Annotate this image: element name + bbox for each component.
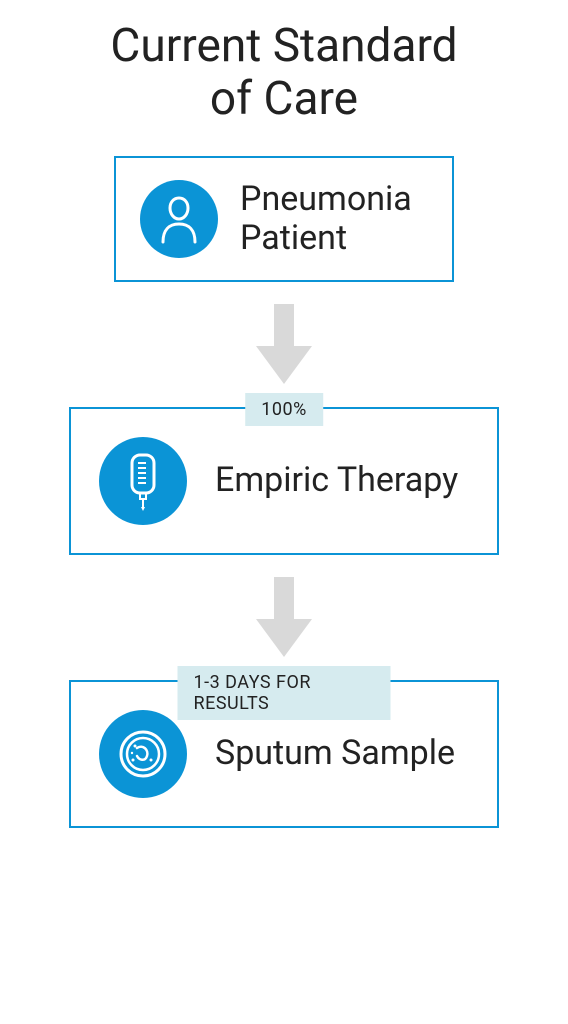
arrow-2 (256, 555, 312, 680)
therapy-badge: 100% (245, 393, 323, 426)
petri-dish-icon (99, 710, 187, 798)
title-line1: Current Standard (110, 19, 457, 73)
iv-bag-icon (99, 437, 187, 525)
step-sample-label: Sputum Sample (215, 734, 455, 773)
person-icon (140, 180, 218, 258)
arrow-down-icon (256, 577, 312, 657)
iv-bag-icon-svg (123, 451, 163, 511)
title-line2: of Care (210, 72, 358, 126)
step-patient-label: Pneumonia Patient (240, 180, 412, 258)
sample-badge: 1-3 DAYS FOR RESULTS (178, 666, 391, 720)
person-icon-svg (157, 194, 201, 244)
step-sample: 1-3 DAYS FOR RESULTS Sputum Sample (69, 680, 499, 828)
page-title: Current Standard of Care (110, 20, 457, 126)
arrow-1 (256, 282, 312, 407)
arrow-down-icon (256, 304, 312, 384)
step-therapy: 100% Empiric Therapy (69, 407, 499, 555)
step-therapy-label: Empiric Therapy (215, 461, 458, 500)
petri-dish-icon-svg (115, 726, 171, 782)
step-patient: Pneumonia Patient (114, 156, 454, 282)
